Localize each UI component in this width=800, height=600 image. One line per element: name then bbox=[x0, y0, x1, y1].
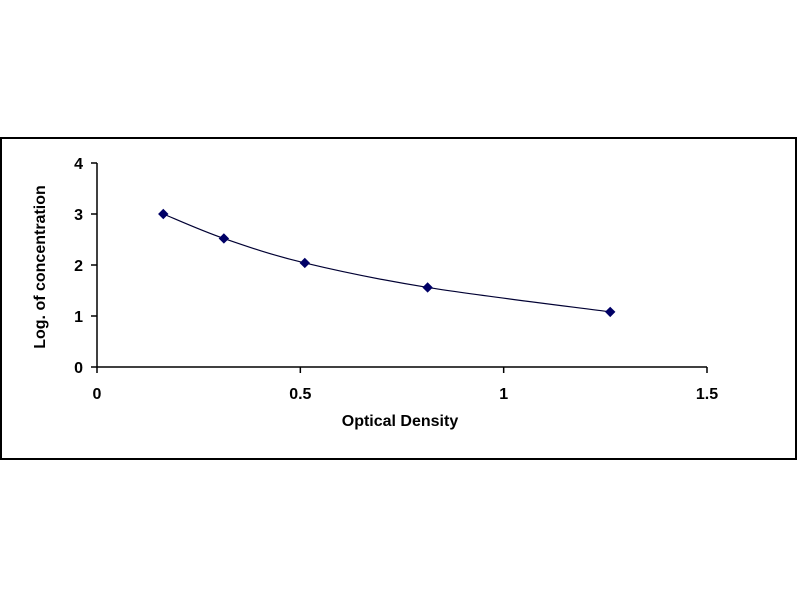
tick-labels: 0 0.5 1 1.5 0 1 2 3 4 bbox=[74, 156, 718, 403]
chart-frame bbox=[0, 137, 797, 460]
y-tick-label: 1 bbox=[74, 309, 83, 326]
ticks bbox=[91, 162, 708, 373]
y-tick-label: 0 bbox=[74, 360, 83, 377]
data-point bbox=[299, 257, 311, 269]
y-axis-title: Log. of concentration bbox=[32, 185, 49, 349]
data-point bbox=[422, 282, 433, 293]
y-tick-label: 3 bbox=[74, 207, 83, 224]
data-point bbox=[218, 233, 230, 244]
x-tick-label: 1.5 bbox=[696, 386, 718, 403]
data-point bbox=[605, 306, 616, 318]
x-tick-label: 0 bbox=[93, 386, 102, 403]
y-tick-label: 2 bbox=[74, 258, 83, 275]
x-axis-title: Optical Density bbox=[342, 413, 459, 430]
y-tick-label: 4 bbox=[74, 156, 83, 173]
axes bbox=[96, 163, 707, 368]
x-tick-label: 0.5 bbox=[289, 386, 311, 403]
x-tick-label: 1 bbox=[499, 386, 508, 403]
data-markers bbox=[158, 208, 616, 318]
data-point bbox=[158, 208, 169, 220]
fit-curve bbox=[163, 213, 611, 313]
